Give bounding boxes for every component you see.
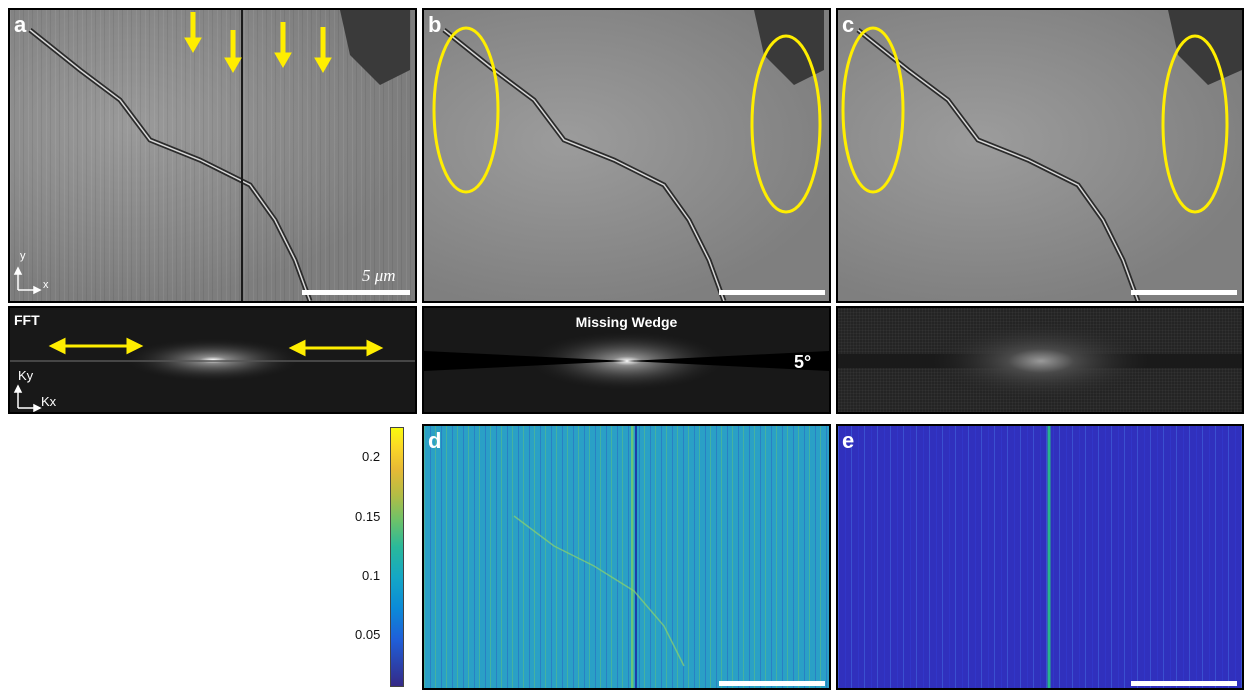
- fft-panel-b: Missing Wedge 5°: [422, 306, 831, 414]
- scale-bar: [1131, 290, 1237, 295]
- axis-x-label: x: [43, 279, 49, 291]
- panel-e-features: [1047, 426, 1051, 688]
- panel-c-features: [841, 10, 1242, 301]
- panel-d-features: [513, 426, 685, 688]
- wedge-angle-label: 5°: [794, 352, 812, 372]
- fft-panel-c: [836, 306, 1244, 414]
- panel-b-image: b: [422, 8, 831, 303]
- panel-b-letter: b: [428, 12, 442, 37]
- panel-d-map: d: [422, 424, 831, 690]
- panel-e-map: e: [836, 424, 1244, 690]
- scale-bar: [1131, 681, 1237, 686]
- colorbar: [390, 427, 404, 687]
- colorbar-tick: 0.1: [362, 568, 381, 583]
- fft-label: FFT: [14, 312, 40, 328]
- axis-y-label: y: [20, 250, 26, 262]
- ky-label: Ky: [18, 368, 34, 383]
- fft-panel-a: FFT Ky Kx: [8, 306, 417, 414]
- panel-d-letter: d: [428, 428, 442, 453]
- colorbar-tick: 0.05: [355, 627, 381, 642]
- panel-c-image: c: [836, 8, 1244, 303]
- panel-c-letter: c: [842, 12, 855, 37]
- fft-a-graphic: [10, 337, 415, 412]
- panel-a-letter: a: [14, 12, 27, 37]
- scale-label: 5 μm: [362, 266, 396, 285]
- missing-wedge-title: Missing Wedge: [575, 314, 678, 330]
- panel-b-features: [432, 10, 824, 301]
- colorbar-tick: 0.2: [362, 449, 381, 464]
- scale-bar: [719, 681, 825, 686]
- scale-bar: [302, 290, 410, 295]
- colorbar-tick: 0.15: [355, 509, 381, 524]
- panel-e-letter: e: [842, 428, 855, 453]
- kx-label: Kx: [41, 394, 57, 409]
- fft-c-graphic: [838, 321, 1242, 401]
- panel-a-features: [13, 10, 410, 301]
- fft-b-graphic: [424, 331, 829, 391]
- scale-bar: [719, 290, 825, 295]
- panel-a-image: a y x 5 μm: [8, 8, 417, 303]
